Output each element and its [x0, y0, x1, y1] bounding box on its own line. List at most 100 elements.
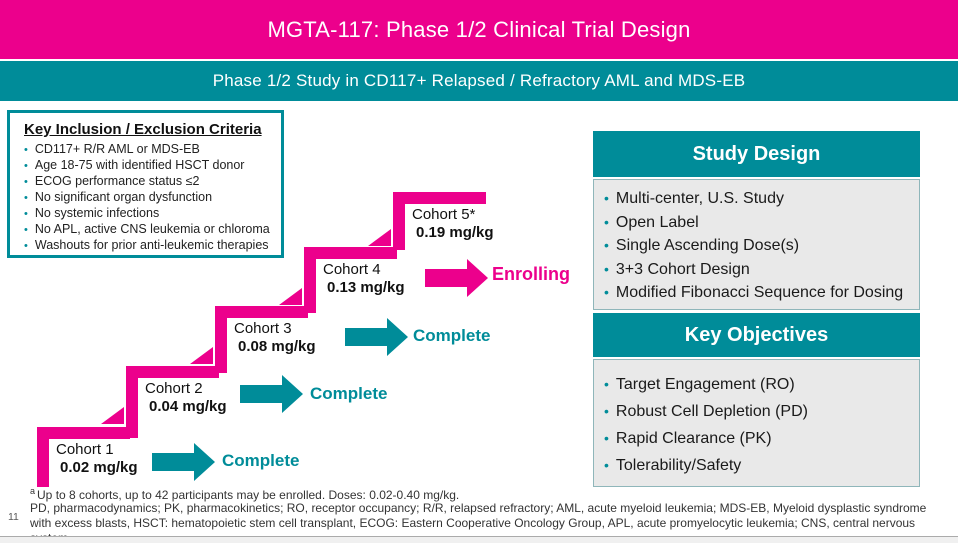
bullet-icon: •: [604, 213, 609, 230]
title-banner: MGTA-117: Phase 1/2 Clinical Trial Desig…: [0, 0, 958, 59]
cohort-5-label: Cohort 5*: [412, 206, 476, 223]
bullet-icon: •: [24, 144, 28, 156]
study-design-item: • Modified Fibonacci Sequence for Dosing: [604, 281, 919, 305]
step-bar-vertical: [37, 427, 49, 487]
cohort-3-status: Complete: [413, 326, 491, 345]
footnote-dose-note-text: Up to 8 cohorts, up to 42 participants m…: [37, 488, 460, 502]
bullet-icon: •: [24, 160, 28, 172]
bullet-icon: •: [24, 224, 28, 236]
cohort-1-dose: 0.02 mg/kg: [60, 459, 138, 476]
key-objectives-panel: • Target Engagement (RO) • Robust Cell Dep…: [593, 359, 920, 487]
footnote-superscript: a: [30, 486, 36, 496]
criteria-item: • No systemic infections: [24, 206, 281, 222]
study-design-item-text: Modified Fibonacci Sequence for Dosing: [615, 284, 904, 301]
bullet-icon: •: [604, 237, 609, 253]
key-objectives-item-text: Robust Cell Depletion (PD): [615, 403, 808, 420]
bullet-icon: •: [24, 240, 28, 252]
bullet-icon: •: [604, 260, 609, 277]
key-objectives-item-text: Target Engagement (RO): [615, 376, 795, 393]
criteria-item-text: CD117+ R/R AML or MDS-EB: [34, 142, 200, 156]
study-design-item-text: 3+3 Cohort Design: [615, 260, 750, 278]
criteria-list: • CD117+ R/R AML or MDS-EB • Age 18-75 wit…: [24, 142, 281, 254]
criteria-item-text: Washouts for prior anti-leukemic therapi…: [34, 238, 269, 252]
criteria-panel: Key Inclusion / Exclusion Criteria • CD11…: [7, 110, 284, 258]
study-design-item: • Open Label: [604, 211, 919, 235]
criteria-item: • Washouts for prior anti-leukemic therap…: [24, 238, 281, 254]
bullet-icon: •: [604, 284, 609, 300]
slide-subtitle: Phase 1/2 Study in CD117+ Relapsed / Ref…: [212, 71, 746, 90]
step-bar-vertical: [304, 247, 316, 313]
cohort-4-dose: 0.13 mg/kg: [327, 279, 405, 296]
ascend-triangle-icon: [368, 229, 391, 246]
study-design-title: Study Design: [692, 142, 821, 165]
key-objectives-item: • Robust Cell Depletion (PD): [604, 398, 919, 425]
criteria-item: • Age 18-75 with identified HSCT donor: [24, 158, 281, 174]
key-objectives-item-text: Rapid Clearance (PK): [615, 430, 772, 447]
criteria-item: • No significant organ dysfunction: [24, 190, 281, 206]
key-objectives-header: Key Objectives: [593, 313, 920, 357]
criteria-item: • ECOG performance status ≤2: [24, 174, 281, 190]
step-bar-horizontal: [37, 427, 130, 439]
study-design-panel: • Multi-center, U.S. Study • Open Label • S…: [593, 179, 920, 310]
step-bar-horizontal: [393, 192, 486, 204]
right-arrow-icon: [345, 318, 408, 356]
criteria-item-text: ECOG performance status ≤2: [34, 174, 200, 188]
step-bar-vertical: [393, 192, 405, 250]
study-design-list: • Multi-center, U.S. Study • Open Label • S…: [604, 187, 919, 305]
criteria-item-text: No APL, active CNS leukemia or chloroma: [34, 222, 270, 236]
cohort-4-status: Enrolling: [492, 264, 570, 284]
bullet-icon: •: [604, 376, 609, 392]
ascend-triangle-icon: [101, 407, 124, 424]
key-objectives-item: • Target Engagement (RO): [604, 371, 919, 398]
slide-title: MGTA-117: Phase 1/2 Clinical Trial Desig…: [267, 16, 691, 42]
criteria-item: • CD117+ R/R AML or MDS-EB: [24, 142, 281, 158]
step-bar-vertical: [126, 366, 138, 438]
key-objectives-list: • Target Engagement (RO) • Robust Cell Dep…: [604, 371, 919, 479]
cohort-4-label: Cohort 4: [323, 261, 381, 278]
key-objectives-item-text: Tolerability/Safety: [615, 457, 742, 474]
study-design-item-text: Multi-center, U.S. Study: [615, 190, 784, 207]
step-bar-horizontal: [215, 306, 308, 318]
criteria-title: Key Inclusion / Exclusion Criteria: [24, 121, 262, 138]
cohort-2-status: Complete: [310, 384, 388, 403]
criteria-item: • No APL, active CNS leukemia or chloroma: [24, 222, 281, 238]
bullet-icon: •: [24, 192, 28, 204]
criteria-item-text: Age 18-75 with identified HSCT donor: [34, 158, 245, 172]
cohort-2-dose: 0.04 mg/kg: [149, 398, 227, 415]
bullet-icon: •: [24, 208, 28, 220]
key-objectives-title: Key Objectives: [684, 323, 829, 346]
cohort-5-dose: 0.19 mg/kg: [416, 224, 494, 241]
key-objectives-item: • Rapid Clearance (PK): [604, 425, 919, 452]
ascend-triangle-icon: [190, 347, 213, 364]
cohort-1-label: Cohort 1: [56, 441, 114, 458]
footnote-dose-note: a Up to 8 cohorts, up to 42 participants …: [30, 486, 459, 502]
criteria-item-text: No significant organ dysfunction: [34, 190, 213, 204]
bullet-icon: •: [604, 430, 609, 446]
study-design-item-text: Single Ascending Dose(s): [615, 237, 800, 254]
study-design-item-text: Open Label: [615, 213, 699, 231]
step-bar-vertical: [215, 306, 227, 373]
bullet-icon: •: [604, 457, 609, 473]
cohort-3-label: Cohort 3: [234, 320, 292, 337]
bullet-icon: •: [24, 176, 28, 188]
study-design-item: • 3+3 Cohort Design: [604, 258, 919, 282]
bottom-edge-strip: [0, 536, 958, 543]
right-arrow-icon: [152, 443, 215, 481]
study-design-header: Study Design: [593, 131, 920, 177]
cohort-3-dose: 0.08 mg/kg: [238, 338, 316, 355]
cohort-2-label: Cohort 2: [145, 380, 203, 397]
key-objectives-item: • Tolerability/Safety: [604, 452, 919, 479]
bullet-icon: •: [604, 403, 609, 419]
ascend-triangle-icon: [279, 288, 302, 305]
footnote-abbreviations: PD, pharmacodynamics; PK, pharmacokineti…: [30, 501, 927, 543]
criteria-item-text: No systemic infections: [34, 206, 160, 220]
right-arrow-icon: [425, 259, 488, 297]
study-design-item: • Multi-center, U.S. Study: [604, 187, 919, 211]
subtitle-banner: Phase 1/2 Study in CD117+ Relapsed / Ref…: [0, 61, 958, 101]
bullet-icon: •: [604, 190, 609, 206]
page-number: 11: [8, 511, 19, 523]
study-design-item: • Single Ascending Dose(s): [604, 234, 919, 258]
step-bar-horizontal: [304, 247, 397, 259]
step-bar-horizontal: [126, 366, 219, 378]
cohort-1-status: Complete: [222, 451, 300, 470]
